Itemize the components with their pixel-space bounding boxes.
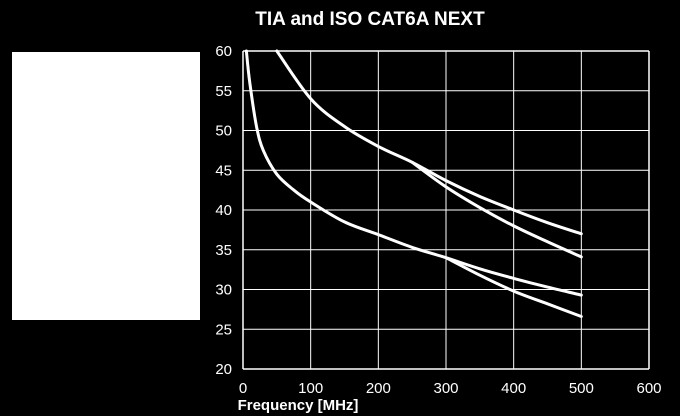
x-tick-labels: 0 100 200 300 400 500 600 [239,380,662,397]
x-tick-label: 600 [636,380,661,397]
series-line-3 [244,49,583,297]
x-tick-label: 200 [366,380,391,397]
x-axis-title: Frequency [MHz] [238,397,359,414]
y-tick-label: 20 [215,361,232,378]
y-tick-label: 60 [215,43,232,60]
y-tick-label: 55 [215,83,232,100]
x-tick-label: 500 [569,380,594,397]
series-line-2 [410,160,583,259]
y-tick-labels: 20 25 30 35 40 45 50 55 60 [215,43,232,378]
y-tick-label: 30 [215,282,232,299]
series-line-1 [275,49,583,236]
y-tick-label: 50 [215,123,232,140]
white-panel [12,52,200,320]
grid-layer [242,50,650,370]
x-tick-label: 100 [298,380,323,397]
y-tick-label: 45 [215,162,232,179]
y-tick-label: 35 [215,242,232,259]
x-tick-label: 400 [501,380,526,397]
y-tick-label: 25 [215,321,232,338]
series-line-4 [444,256,583,318]
y-tick-label: 40 [215,202,232,219]
x-tick-label: 300 [433,380,458,397]
x-tick-label: 0 [239,380,247,397]
series-layer [244,49,583,318]
chart-title: TIA and ISO CAT6A NEXT [255,9,485,30]
